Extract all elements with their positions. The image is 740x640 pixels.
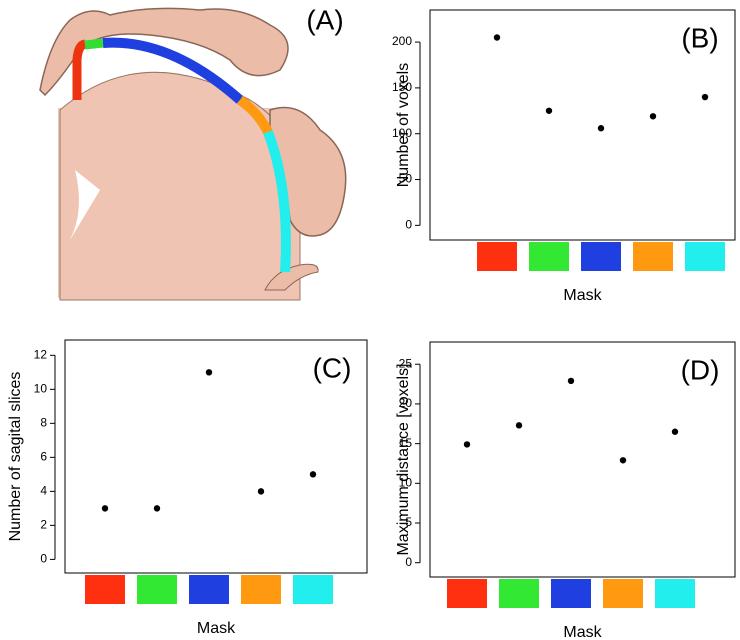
data-point	[671, 428, 679, 435]
y-tick-label: 150	[392, 80, 412, 94]
data-point	[597, 125, 605, 132]
category-swatch	[581, 242, 621, 271]
data-point	[567, 377, 575, 385]
data-point	[515, 422, 523, 429]
data-point	[257, 488, 265, 495]
y-tick-label: 2	[40, 518, 47, 532]
y-tick-label: 20	[399, 396, 413, 410]
data-point	[545, 107, 553, 114]
chart-panel: 0 2 4 6 8 10 12 Number of sagital slices (C) Mask	[7, 339, 368, 637]
y-axis-label: Number of sagital slices	[7, 372, 24, 542]
category-swatch	[551, 579, 591, 608]
panel-label: (B)	[681, 22, 718, 53]
category-swatch	[293, 575, 333, 604]
data-point	[701, 93, 709, 101]
category-swatch	[499, 579, 539, 608]
data-point	[463, 441, 471, 448]
panel-label: (D)	[681, 354, 720, 385]
y-tick-label: 4	[40, 484, 47, 498]
y-tick-label: 8	[40, 416, 47, 430]
category-swatch	[189, 575, 229, 604]
data-point	[153, 505, 161, 512]
data-point	[101, 505, 109, 512]
category-swatch	[633, 242, 673, 271]
data-point	[205, 369, 213, 376]
x-axis-label: Mask	[197, 620, 236, 637]
y-tick-label: 5	[405, 515, 412, 529]
category-swatch	[477, 242, 517, 271]
x-axis-label: Mask	[563, 624, 602, 640]
panel-label: (A)	[306, 4, 343, 35]
plot-frame	[64, 339, 368, 574]
y-tick-label: 12	[34, 347, 48, 361]
y-tick-label: 100	[392, 126, 412, 140]
category-swatch	[603, 579, 643, 608]
category-swatch	[447, 579, 487, 608]
plot-frame	[429, 341, 736, 578]
y-tick-label: 10	[34, 381, 48, 395]
data-point	[619, 457, 627, 464]
data-point	[309, 471, 317, 478]
y-tick-label: 200	[392, 34, 412, 48]
category-swatch	[685, 242, 725, 271]
category-swatch	[241, 575, 281, 604]
data-point	[649, 113, 657, 120]
y-tick-label: 0	[405, 555, 412, 569]
category-swatch	[137, 575, 177, 604]
chart-panel: 0 50 100 150 200 Number of voxels (B) Mask	[392, 9, 736, 304]
x-axis-label: Mask	[563, 287, 602, 304]
panel-a-illustration: (A)	[39, 4, 347, 301]
data-point	[493, 34, 501, 41]
y-tick-label: 6	[40, 450, 47, 464]
category-swatch	[529, 242, 569, 271]
y-tick-label: 10	[399, 475, 413, 489]
category-swatch	[655, 579, 695, 608]
y-tick-label: 50	[399, 172, 413, 186]
y-axis-label: Number of voxels	[395, 63, 412, 188]
y-tick-label: 0	[40, 552, 47, 566]
y-tick-label: 0	[405, 218, 412, 232]
category-swatch	[85, 575, 125, 604]
y-tick-label: 25	[399, 356, 413, 370]
y-tick-label: 15	[399, 436, 413, 450]
plot-frame	[429, 9, 736, 241]
panel-label: (C)	[313, 352, 352, 383]
y-axis-label: Maximum distance [voxels]	[395, 363, 412, 555]
